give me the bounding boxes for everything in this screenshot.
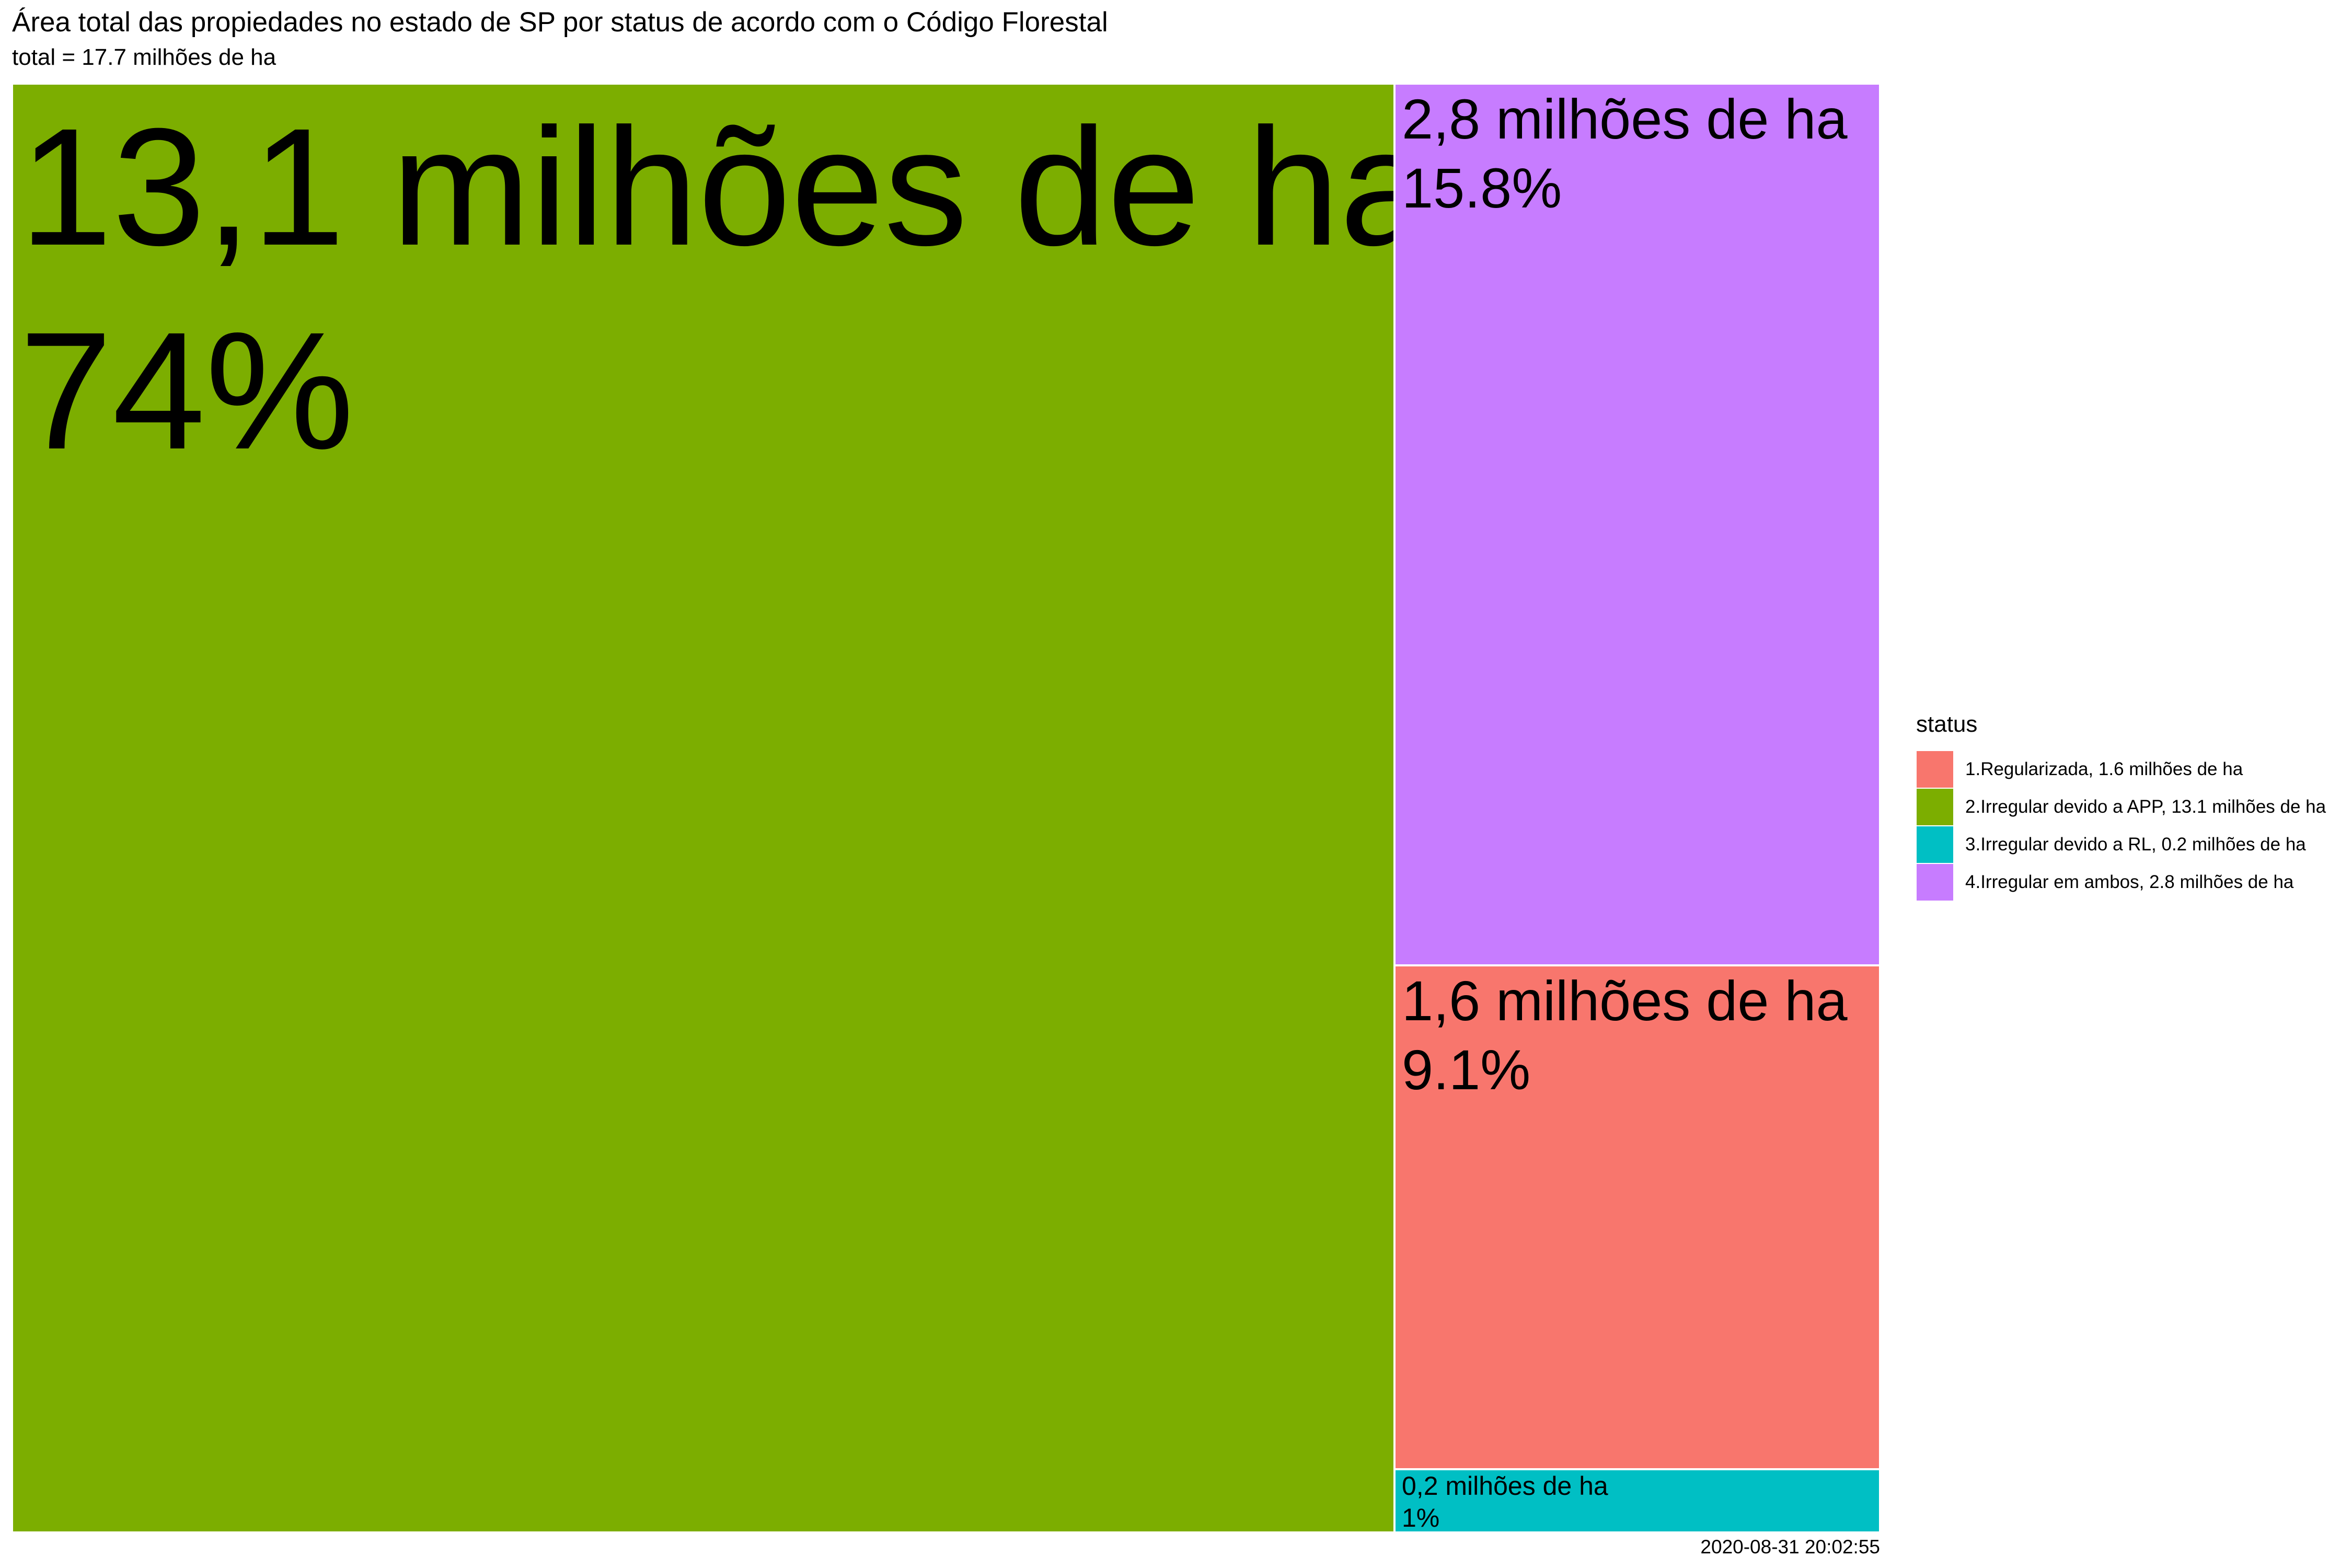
chart-caption: 2020-08-31 20:02:55 [1700,1536,1880,1558]
legend-label: 2.Irregular devido a APP, 13.1 milhões d… [1965,797,2326,817]
legend-item: 1.Regularizada, 1.6 milhões de ha [1916,751,2326,788]
tile-label: 1,6 milhões de ha 9.1% [1402,966,1848,1104]
legend-key [1916,826,1954,863]
treemap-tile: 2,8 milhões de ha 15.8% [1394,84,1880,965]
legend-label: 3.Irregular devido a RL, 0.2 milhões de … [1965,834,2306,855]
tile-percent-label: 9.1% [1402,1038,1531,1101]
legend-label: 1.Regularizada, 1.6 milhões de ha [1965,759,2243,779]
legend-title: status [1916,711,1978,737]
tile-percent-label: 74% [19,297,354,484]
treemap-tile: 13,1 milhões de ha 74% [12,84,1394,1532]
legend-key [1916,863,1954,901]
tile-value-label: 0,2 milhões de ha [1402,1471,1608,1501]
tile-label: 13,1 milhões de ha 74% [19,85,1394,492]
tile-value-label: 1,6 milhões de ha [1402,969,1848,1032]
legend-key [1916,751,1954,788]
treemap-tile: 0,2 milhões de ha 1% [1394,1469,1880,1532]
treemap-tile: 1,6 milhões de ha 9.1% [1394,965,1880,1469]
chart-title: Área total das propiedades no estado de … [12,7,1108,38]
legend: status 1.Regularizada, 1.6 milhões de ha… [1916,711,2326,901]
treemap-plot-area: 13,1 milhões de ha 74% 2,8 milhões de ha 15… [12,84,1880,1532]
tile-label: 2,8 milhões de ha 15.8% [1402,85,1848,223]
chart-subtitle: total = 17.7 milhões de ha [12,44,276,70]
tile-percent-label: 15.8% [1402,156,1562,220]
tile-percent-label: 1% [1402,1503,1440,1532]
legend-key [1916,788,1954,826]
legend-item: 2.Irregular devido a APP, 13.1 milhões d… [1916,788,2326,826]
legend-item: 4.Irregular em ambos, 2.8 milhões de ha [1916,863,2326,901]
legend-item: 3.Irregular devido a RL, 0.2 milhões de … [1916,826,2326,863]
tile-value-label: 13,1 milhões de ha [19,93,1394,280]
legend-label: 4.Irregular em ambos, 2.8 milhões de ha [1965,872,2294,892]
tile-value-label: 2,8 milhões de ha [1402,87,1848,151]
tile-label: 0,2 milhões de ha 1% [1402,1470,1608,1532]
